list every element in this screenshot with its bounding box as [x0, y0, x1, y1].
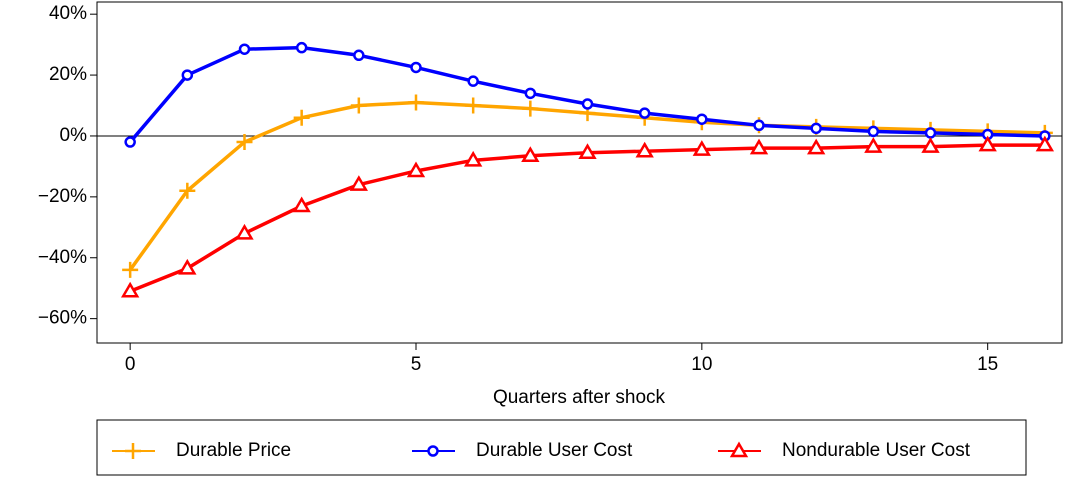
marker [120, 281, 140, 298]
marker [749, 138, 769, 155]
marker [924, 127, 937, 139]
marker [635, 141, 654, 158]
marker [124, 136, 136, 148]
marker [463, 150, 483, 167]
x-tick-label: 0 [125, 354, 136, 375]
marker [407, 94, 424, 111]
marker [810, 122, 822, 135]
series-line [129, 143, 1045, 293]
marker [292, 196, 311, 213]
marker [696, 113, 708, 125]
marker [350, 97, 367, 114]
marker [521, 146, 540, 163]
legend-label: Durable User Cost [476, 440, 633, 461]
marker [179, 182, 196, 199]
marker [753, 119, 765, 132]
marker [178, 258, 197, 275]
y-tick-label: 20% [49, 64, 87, 85]
marker [406, 161, 426, 178]
marker [467, 75, 479, 87]
x-axis-label: Quarters after shock [493, 387, 666, 408]
marker [181, 69, 194, 81]
x-tick-label: 10 [691, 354, 712, 375]
y-tick-label: 0% [60, 125, 88, 146]
marker [353, 49, 365, 62]
marker [410, 61, 422, 74]
marker [581, 98, 594, 110]
marker [349, 175, 369, 191]
marker [122, 261, 139, 278]
legend-label: Durable Price [176, 440, 291, 461]
marker [978, 135, 997, 152]
marker [692, 140, 712, 156]
marker [1035, 135, 1055, 152]
legend-marker [125, 443, 141, 459]
series-line [128, 100, 1045, 271]
marker [293, 109, 310, 126]
x-tick-label: 15 [977, 354, 998, 375]
legend-box [96, 419, 1027, 476]
legend-marker [729, 441, 749, 458]
y-tick-label: −20% [38, 186, 87, 207]
marker [864, 137, 883, 153]
marker [522, 100, 539, 117]
marker [465, 97, 482, 114]
marker [638, 107, 651, 119]
plot-frame [96, 1, 1063, 344]
marker [238, 43, 251, 55]
marker [921, 137, 940, 153]
legend-marker [427, 445, 439, 457]
y-tick-label: −60% [38, 308, 87, 329]
y-tick-label: 40% [49, 3, 87, 24]
marker [235, 223, 254, 240]
legend-label: Nondurable User Cost [782, 440, 971, 461]
x-tick-label: 5 [411, 354, 422, 375]
marker [236, 134, 253, 151]
marker [295, 41, 308, 54]
marker [524, 87, 537, 100]
marker [578, 143, 597, 159]
y-tick-label: −40% [38, 247, 87, 268]
marker [807, 138, 826, 155]
marker [867, 125, 880, 138]
